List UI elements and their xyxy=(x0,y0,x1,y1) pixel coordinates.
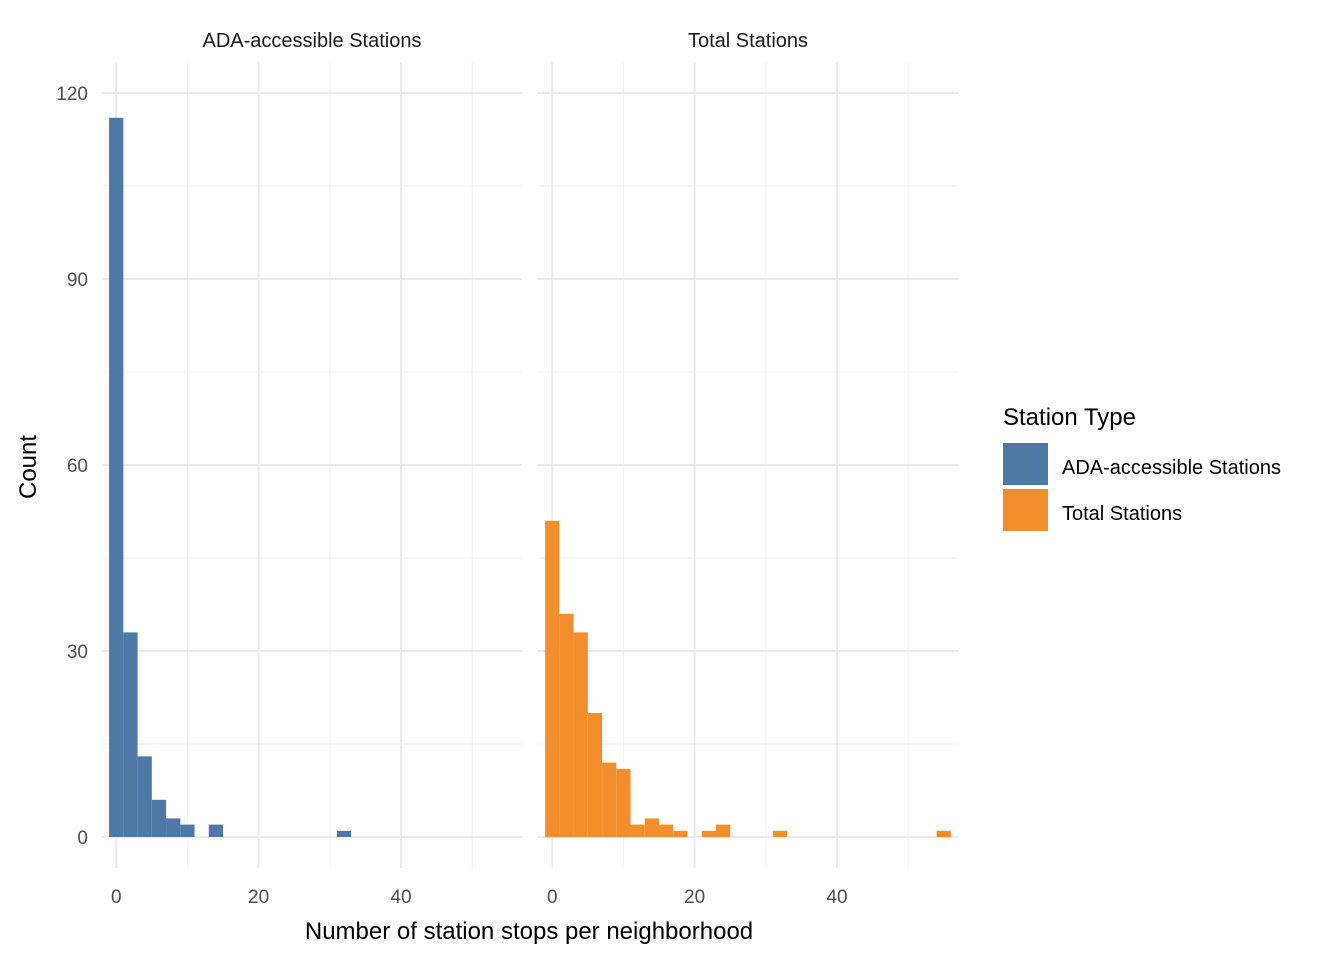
y-tick-label: 0 xyxy=(77,828,88,849)
facet-strip-label: Total Stations xyxy=(688,30,808,52)
y-tick-label: 30 xyxy=(67,642,88,663)
facet-panel-1: Total Stations xyxy=(538,30,958,868)
histogram-bar xyxy=(336,830,352,837)
legend-swatch-ada xyxy=(1003,443,1048,485)
legend-label-total: Total Stations xyxy=(1062,503,1182,525)
histogram-bar xyxy=(545,520,560,837)
histogram-bar xyxy=(701,830,716,837)
histogram-bar xyxy=(587,713,603,837)
facet-panel-0: ADA-accessible Stations xyxy=(102,30,522,868)
facet-panels: ADA-accessible Stations Total Stations xyxy=(102,30,958,868)
histogram-bar xyxy=(936,830,951,837)
x-tick-label: 40 xyxy=(390,887,411,908)
legend-title: Station Type xyxy=(1003,404,1136,431)
facet-strip-label: ADA-accessible Stations xyxy=(203,30,422,52)
x-tick-label: 20 xyxy=(248,887,269,908)
histogram-bar xyxy=(559,613,574,837)
x-tick-label: 40 xyxy=(826,887,847,908)
histogram-bar xyxy=(616,768,631,837)
histogram-bar xyxy=(151,799,167,837)
legend-swatch-total xyxy=(1003,489,1048,531)
histogram-bar xyxy=(644,818,660,837)
x-tick-label: 0 xyxy=(111,887,122,908)
y-tick-label: 120 xyxy=(56,84,88,105)
x-axis-title: Number of station stops per neighborhood xyxy=(305,918,753,945)
y-tick-label: 90 xyxy=(67,270,88,291)
histogram-bar xyxy=(659,824,674,837)
histogram-bar xyxy=(166,818,181,837)
histogram-bar xyxy=(137,756,152,837)
histogram-bar xyxy=(180,824,195,837)
histogram-bar xyxy=(573,632,588,837)
y-axis-title: Count xyxy=(15,435,42,499)
histogram-bar xyxy=(109,117,124,838)
histogram-bar xyxy=(208,824,224,837)
x-tick-label: 0 xyxy=(547,887,558,908)
histogram-bar xyxy=(673,830,688,837)
x-tick-label: 20 xyxy=(684,887,705,908)
histogram-bar xyxy=(772,830,788,837)
histogram-bar xyxy=(715,824,731,837)
y-axis: 0 30 60 90 120 xyxy=(56,84,88,849)
x-axes: 0 20 40 0 20 40 xyxy=(111,887,848,908)
histogram-bar xyxy=(602,762,617,837)
y-tick-label: 60 xyxy=(67,456,88,477)
legend-label-ada: ADA-accessible Stations xyxy=(1062,457,1281,479)
histogram-bar xyxy=(123,632,138,837)
legend: Station Type ADA-accessible Stations Tot… xyxy=(1003,404,1281,531)
histogram-bar xyxy=(630,824,645,837)
